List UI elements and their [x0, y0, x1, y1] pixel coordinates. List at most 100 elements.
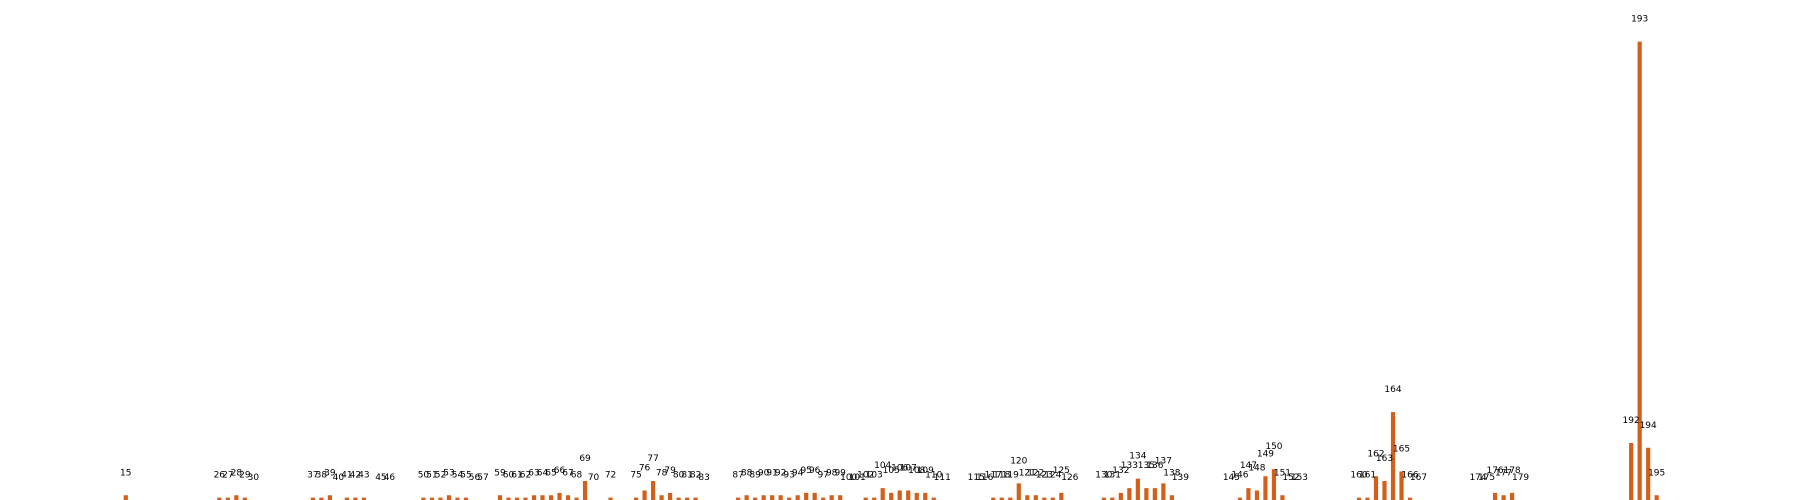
bar-label-164: 164 [1384, 385, 1401, 395]
bar-label-76: 76 [639, 464, 651, 474]
bar-29 [242, 497, 247, 500]
bar-label-117: 117 [985, 471, 1002, 481]
bar-124 [1050, 497, 1055, 500]
bar-label-109: 109 [917, 466, 934, 476]
bar-82 [693, 497, 698, 500]
bar-label-69: 69 [579, 454, 591, 464]
bar-131 [1110, 497, 1115, 500]
bar-label-104: 104 [874, 461, 891, 471]
bar-label-152: 152 [1282, 473, 1299, 483]
bar-label-56: 56 [469, 473, 481, 483]
bar-label-116: 116 [976, 473, 993, 483]
bar-label-52: 52 [435, 471, 446, 481]
bar-61 [514, 497, 520, 500]
bar-37 [310, 497, 315, 500]
bar-96 [812, 492, 817, 500]
bar-label-105: 105 [883, 466, 900, 476]
bar-53 [446, 495, 452, 500]
bar-52 [438, 497, 443, 500]
bar-label-111: 111 [934, 473, 951, 483]
bar-label-137: 137 [1155, 456, 1172, 466]
bar-63 [531, 495, 537, 500]
bar-102 [863, 497, 868, 500]
bar-label-147: 147 [1240, 461, 1257, 471]
bar-label-103: 103 [866, 471, 883, 481]
bar-label-92: 92 [775, 468, 786, 478]
bar-label-99: 99 [834, 468, 846, 478]
bar-39 [327, 495, 332, 500]
bar-133 [1127, 488, 1132, 500]
bar-label-26: 26 [214, 471, 226, 481]
bar-97 [821, 497, 826, 500]
bar-label-82: 82 [690, 471, 701, 481]
bar-label-110: 110 [925, 471, 942, 481]
bar-137 [1161, 483, 1166, 500]
bar-label-124: 124 [1044, 471, 1061, 481]
bar-label-27: 27 [222, 471, 233, 481]
bar-90 [761, 495, 766, 500]
bar-162 [1373, 476, 1379, 500]
bar-50 [421, 497, 426, 500]
bar-148 [1254, 490, 1260, 500]
bar-label-93: 93 [783, 471, 794, 481]
bar-label-43: 43 [358, 471, 369, 481]
bar-label-29: 29 [239, 471, 251, 481]
bar-label-97: 97 [817, 471, 828, 481]
bar-160 [1356, 497, 1362, 500]
bar-177 [1501, 495, 1506, 500]
bar-label-77: 77 [647, 454, 658, 464]
bar-94 [795, 495, 800, 500]
bar-15 [123, 495, 128, 500]
bar-label-115: 115 [968, 473, 985, 483]
bar-135 [1144, 488, 1149, 500]
bar-138 [1169, 495, 1174, 500]
bar-125 [1059, 492, 1064, 500]
bar-120 [1016, 483, 1021, 500]
bar-label-178: 178 [1503, 466, 1520, 476]
bar-66 [557, 492, 562, 500]
bar-label-134: 134 [1129, 452, 1146, 462]
bar-label-150: 150 [1265, 442, 1282, 452]
bar-label-30: 30 [248, 473, 260, 483]
bar-label-40: 40 [333, 473, 345, 483]
bar-76 [642, 490, 647, 500]
bar-label-138: 138 [1163, 468, 1180, 478]
bar-88 [744, 495, 749, 500]
bar-54 [455, 497, 460, 500]
bar-26 [217, 497, 222, 500]
bar-77 [650, 481, 656, 500]
bar-label-167: 167 [1410, 473, 1427, 483]
bar-label-126: 126 [1061, 473, 1078, 483]
bar-label-55: 55 [460, 471, 471, 481]
bar-27 [225, 497, 230, 500]
bar-label-131: 131 [1104, 471, 1121, 481]
bar-label-135: 135 [1138, 461, 1155, 471]
bar-label-60: 60 [503, 471, 515, 481]
bar-label-81: 81 [681, 471, 692, 481]
bar-label-72: 72 [605, 471, 616, 481]
bar-label-95: 95 [800, 466, 811, 476]
bar-label-161: 161 [1359, 471, 1376, 481]
bar-label-28: 28 [231, 468, 243, 478]
bar-label-149: 149 [1257, 449, 1274, 459]
bar-label-38: 38 [316, 471, 328, 481]
bar-151 [1280, 495, 1285, 500]
bar-109 [923, 492, 928, 500]
bar-42 [353, 497, 358, 500]
bar-label-61: 61 [511, 471, 522, 481]
bar-65 [548, 495, 554, 500]
bar-label-194: 194 [1640, 421, 1657, 431]
bar-192 [1629, 443, 1634, 500]
bar-80 [676, 497, 681, 500]
bar-label-146: 146 [1231, 471, 1248, 481]
bar-label-50: 50 [418, 471, 430, 481]
bar-68 [574, 497, 579, 500]
bar-163 [1382, 481, 1387, 500]
bar-69 [582, 481, 588, 500]
bar-label-15: 15 [120, 468, 131, 478]
bar-label-62: 62 [520, 471, 531, 481]
bar-label-101: 101 [849, 473, 866, 483]
bar-64 [540, 495, 545, 500]
